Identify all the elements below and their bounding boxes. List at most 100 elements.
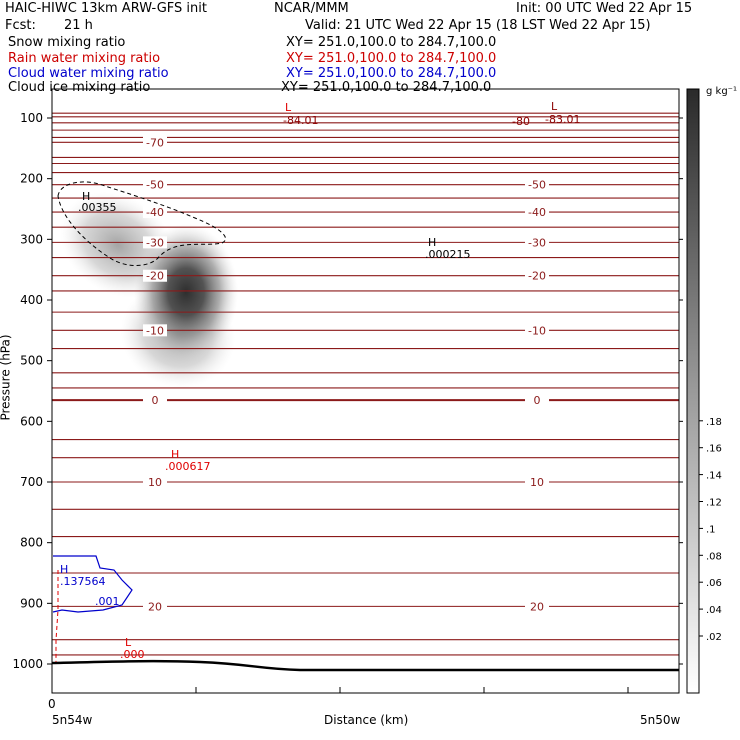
contour-label-bg	[525, 269, 549, 282]
x-axis	[51, 687, 629, 693]
contour-label-bg	[143, 236, 167, 249]
temperature-contour-line	[52, 371, 679, 374]
contour-label: 10	[148, 476, 162, 489]
temperature-contour-line	[52, 226, 679, 229]
colorbar-ticks: .02 .04 .06 .08 .1 .12 .14 .16 .18	[699, 417, 722, 643]
y-tick-label: 800	[20, 536, 43, 550]
annotation-label: -84.01	[283, 114, 318, 127]
legend-snow-name: Snow mixing ratio	[8, 35, 126, 50]
temperature-contour-line	[52, 162, 679, 165]
contour-label: -30	[528, 236, 546, 249]
y-axis-title: Pressure (hPa)	[0, 334, 13, 421]
contour-label: 20	[530, 600, 544, 613]
contour-label-bg	[525, 206, 549, 219]
colorbar-tick-label: .1	[706, 524, 716, 535]
contour-label-bg	[143, 600, 167, 613]
colorbar-tick-label: .02	[706, 632, 722, 643]
annotations: L-84.01 -80L-83.01H.00355H.000215H.000617…	[60, 100, 580, 661]
temperature-contour-line	[52, 386, 679, 389]
temperature-contour-line	[52, 241, 679, 244]
annotation-label: L	[285, 101, 292, 114]
contour-label: -10	[528, 324, 546, 337]
temperature-contour-line	[52, 121, 679, 124]
colorbar-tick-label: .16	[706, 444, 722, 455]
contour-label-bg	[143, 269, 167, 282]
contour-label-bg	[525, 236, 549, 249]
annotation-label: .000215	[425, 248, 471, 261]
annotation-label: .00355	[78, 201, 117, 214]
colorbar-tick-label: .04	[706, 605, 722, 616]
contour-label: -40	[146, 206, 164, 219]
contour-label-bg	[143, 136, 167, 149]
temperature-contour-line	[52, 136, 679, 139]
temperature-contour-line	[52, 653, 679, 656]
annotation-label: .000617	[165, 460, 211, 473]
temperature-contour-line	[52, 347, 679, 350]
annotation-label: H	[428, 236, 436, 249]
temperature-contours: -70 -50 -50 -40 -40 -30 -30 -20 -20 -10 -10 0 0 10 10 2…	[52, 112, 679, 656]
contour-label-bg	[525, 324, 549, 337]
contour-label-bg	[143, 394, 167, 407]
temperature-contour-line	[52, 156, 679, 159]
temperature-contour-line	[52, 572, 679, 574]
annotation-label: -80	[512, 115, 530, 128]
annotation-label: H	[82, 190, 90, 203]
fcst-value: 21 h	[64, 18, 93, 33]
snow-contour	[57, 181, 227, 266]
legend-cloudwater-xy: XY= 251.0,100.0 to 284.7,100.0	[286, 66, 497, 81]
contour-label: -50	[146, 179, 164, 192]
contour-label: -70	[146, 136, 164, 149]
temperature-contour-line	[52, 289, 679, 292]
temperature-contour-line	[52, 311, 679, 314]
contour-label-bg	[525, 476, 549, 488]
contour-label-bg	[143, 324, 167, 337]
y-tick-label: 700	[20, 475, 43, 489]
contour-label-bg	[143, 476, 167, 488]
ice-shading	[60, 191, 238, 388]
y-tick-label: 300	[20, 232, 43, 246]
contour-label: 20	[148, 600, 162, 613]
plot-frame	[51, 88, 680, 694]
contour-label-bg	[525, 178, 549, 191]
colorbar-tick-label: .18	[706, 417, 722, 428]
y-tick-label: 200	[20, 172, 43, 186]
colorbar-tick-label: .12	[706, 498, 722, 509]
temperature-contour-line	[52, 508, 679, 511]
contour-label-bg	[525, 600, 549, 613]
contour-label-bg	[143, 206, 167, 219]
colorbar-tick-label: .14	[706, 471, 722, 482]
org-label: NCAR/MMM	[274, 1, 349, 16]
x-axis-title: Distance (km)	[324, 713, 409, 727]
contour-label: -30	[146, 236, 164, 249]
temperature-contour-line	[52, 211, 679, 214]
legend-cloudice-xy: XY= 251.0,100.0 to 284.7,100.0	[281, 80, 492, 95]
valid-time: Valid: 21 UTC Wed 22 Apr 15 (18 LST Wed …	[305, 18, 651, 33]
y-tick-label: 900	[20, 596, 43, 610]
temperature-contour-line	[52, 129, 679, 132]
temperature-contour-line	[52, 141, 679, 144]
legend-rain-xy: XY= 251.0,100.0 to 284.7,100.0	[286, 51, 497, 66]
annotation-label: H	[60, 563, 68, 576]
x-tick-zero: 0	[48, 697, 56, 711]
temperature-contour-line	[52, 115, 679, 118]
legend-cloudice-name: Cloud ice mixing ratio	[8, 80, 151, 95]
temperature-contour-line	[52, 481, 679, 483]
x-left-location: 5n54w	[52, 713, 93, 727]
y-tick-label: 500	[20, 354, 43, 368]
annotation-label: .001	[95, 595, 120, 608]
contour-label: 0	[534, 394, 541, 407]
temperature-contour-line	[52, 438, 679, 441]
temperature-contour-line	[52, 112, 679, 115]
init-time: Init: 00 UTC Wed 22 Apr 15	[516, 1, 693, 16]
y-tick-label: 400	[20, 293, 43, 307]
contour-label: 0	[152, 394, 159, 407]
contour-label: -50	[528, 179, 546, 192]
annotation-label: .137564	[60, 575, 106, 588]
legend-cloudwater-name: Cloud water mixing ratio	[8, 66, 169, 81]
fcst-label: Fcst:	[5, 18, 36, 33]
annotation-label: .000	[120, 648, 145, 661]
rain-dashed-contour	[55, 570, 59, 662]
y-tick-label: 1000	[12, 657, 43, 671]
contour-label: -10	[146, 324, 164, 337]
